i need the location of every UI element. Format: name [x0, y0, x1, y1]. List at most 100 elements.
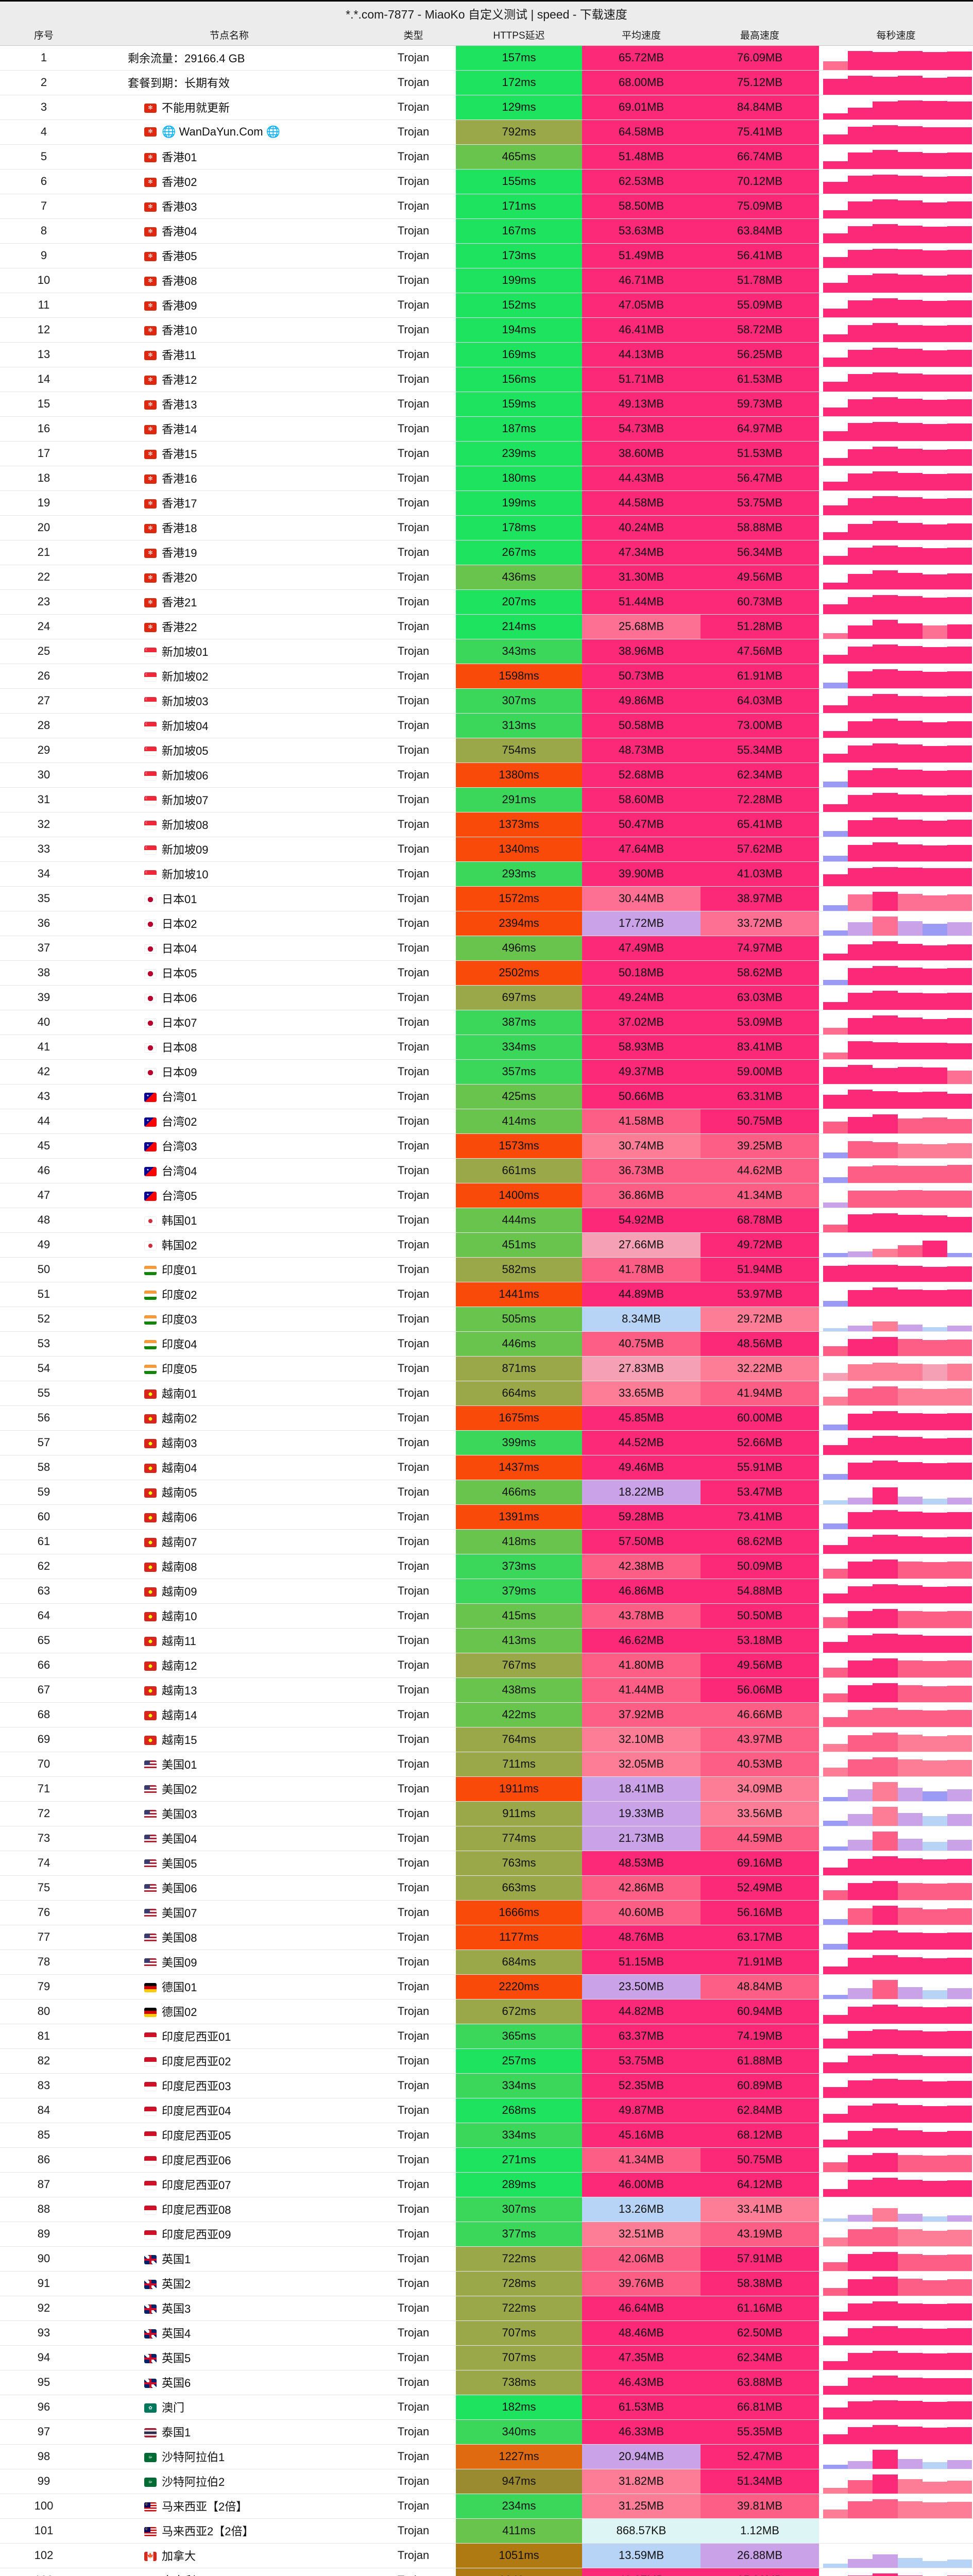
table-row[interactable]: 2 套餐到期：长期有效 Trojan 172ms 68.00MB 75.12MB [0, 70, 973, 95]
table-row[interactable]: 69 越南15 Trojan 764ms 32.10MB 43.97MB [0, 1727, 973, 1752]
table-row[interactable]: 93 英国4 Trojan 707ms 48.46MB 62.50MB [0, 2320, 973, 2346]
table-row[interactable]: 27 ☾ 新加坡03 Trojan 307ms 49.86MB 64.03MB [0, 688, 973, 714]
table-row[interactable]: 98 ﷻ 沙特阿拉伯1 Trojan 1227ms 20.94MB 52.47MB [0, 2444, 973, 2469]
table-row[interactable]: 102 🍁 加拿大 Trojan 1051ms 13.59MB 26.88MB [0, 2543, 973, 2568]
table-row[interactable]: 14 ✻ 香港12 Trojan 156ms 51.71MB 61.53MB [0, 367, 973, 392]
table-row[interactable]: 7 ✻ 香港03 Trojan 171ms 58.50MB 75.09MB [0, 194, 973, 219]
table-row[interactable]: 13 ✻ 香港11 Trojan 169ms 44.13MB 56.25MB [0, 342, 973, 367]
table-row[interactable]: 17 ✻ 香港15 Trojan 239ms 38.60MB 51.53MB [0, 441, 973, 466]
table-row[interactable]: 75 美国06 Trojan 663ms 42.86MB 52.49MB [0, 1875, 973, 1901]
table-row[interactable]: 61 越南07 Trojan 418ms 57.50MB 68.62MB [0, 1529, 973, 1554]
table-row[interactable]: 43 ✦ 台湾01 Trojan 425ms 50.66MB 63.31MB [0, 1084, 973, 1109]
table-row[interactable]: 12 ✻ 香港10 Trojan 194ms 46.41MB 58.72MB [0, 317, 973, 343]
table-row[interactable]: 67 越南13 Trojan 438ms 41.44MB 56.06MB [0, 1677, 973, 1703]
table-row[interactable]: 37 日本04 Trojan 496ms 47.49MB 74.97MB [0, 936, 973, 961]
table-row[interactable]: 63 越南09 Trojan 379ms 46.86MB 54.88MB [0, 1579, 973, 1604]
table-row[interactable]: 59 越南05 Trojan 466ms 18.22MB 53.47MB [0, 1480, 973, 1505]
table-row[interactable]: 71 美国02 Trojan 1911ms 18.41MB 34.09MB [0, 1776, 973, 1802]
table-row[interactable]: 76 美国07 Trojan 1666ms 40.60MB 56.16MB [0, 1900, 973, 1925]
table-row[interactable]: 92 英国3 Trojan 722ms 46.64MB 61.16MB [0, 2296, 973, 2321]
table-row[interactable]: 87 印度尼西亚07 Trojan 289ms 46.00MB 64.12MB [0, 2172, 973, 2197]
table-row[interactable]: 22 ✻ 香港20 Trojan 436ms 31.30MB 49.56MB [0, 565, 973, 590]
table-row[interactable]: 32 ☾ 新加坡08 Trojan 1373ms 50.47MB 65.41MB [0, 812, 973, 837]
table-row[interactable]: 28 ☾ 新加坡04 Trojan 313ms 50.58MB 73.00MB [0, 713, 973, 738]
table-row[interactable]: 100 ☪ 马来西亚【2倍】 Trojan 234ms 31.25MB 39.81MB [0, 2494, 973, 2519]
table-row[interactable]: 49 韩国02 Trojan 451ms 27.66MB 49.72MB [0, 1232, 973, 1258]
table-row[interactable]: 3 ✻ 不能用就更新 Trojan 129ms 69.01MB 84.84MB [0, 95, 973, 120]
table-row[interactable]: 90 英国1 Trojan 722ms 42.06MB 57.91MB [0, 2246, 973, 2272]
table-row[interactable]: 94 英国5 Trojan 707ms 47.35MB 62.34MB [0, 2345, 973, 2370]
table-row[interactable]: 44 ✦ 台湾02 Trojan 414ms 41.58MB 50.75MB [0, 1109, 973, 1134]
table-row[interactable]: 18 ✻ 香港16 Trojan 180ms 44.43MB 56.47MB [0, 466, 973, 491]
table-row[interactable]: 45 ✦ 台湾03 Trojan 1573ms 30.74MB 39.25MB [0, 1133, 973, 1159]
table-row[interactable]: 25 ☾ 新加坡01 Trojan 343ms 38.96MB 47.56MB [0, 639, 973, 664]
table-row[interactable]: 70 美国01 Trojan 711ms 32.05MB 40.53MB [0, 1752, 973, 1777]
table-row[interactable]: 48 韩国01 Trojan 444ms 54.92MB 68.78MB [0, 1208, 973, 1233]
table-row[interactable]: 8 ✻ 香港04 Trojan 167ms 53.63MB 63.84MB [0, 218, 973, 244]
table-row[interactable]: 29 ☾ 新加坡05 Trojan 754ms 48.73MB 55.34MB [0, 738, 973, 763]
table-row[interactable]: 64 越南10 Trojan 415ms 43.78MB 50.50MB [0, 1603, 973, 1629]
table-row[interactable]: 65 越南11 Trojan 413ms 46.62MB 53.18MB [0, 1628, 973, 1653]
table-row[interactable]: 30 ☾ 新加坡06 Trojan 1380ms 52.68MB 62.34MB [0, 762, 973, 788]
table-row[interactable]: 40 日本07 Trojan 387ms 37.02MB 53.09MB [0, 1010, 973, 1035]
table-row[interactable]: 77 美国08 Trojan 1177ms 48.76MB 63.17MB [0, 1925, 973, 1950]
table-row[interactable]: 66 越南12 Trojan 767ms 41.80MB 49.56MB [0, 1653, 973, 1678]
table-row[interactable]: 72 美国03 Trojan 911ms 19.33MB 33.56MB [0, 1801, 973, 1826]
table-row[interactable]: 41 日本08 Trojan 334ms 58.93MB 83.41MB [0, 1035, 973, 1060]
table-row[interactable]: 86 印度尼西亚06 Trojan 271ms 41.34MB 50.75MB [0, 2147, 973, 2173]
table-row[interactable]: 1 剩余流量：29166.4 GB Trojan 157ms 65.72MB 76.09M… [0, 45, 973, 71]
table-row[interactable]: 88 印度尼西亚08 Trojan 307ms 13.26MB 33.41MB [0, 2197, 973, 2222]
table-row[interactable]: 56 越南02 Trojan 1675ms 45.85MB 60.00MB [0, 1405, 973, 1431]
table-row[interactable]: 99 ﷻ 沙特阿拉伯2 Trojan 947ms 31.82MB 51.34MB [0, 2469, 973, 2494]
table-row[interactable]: 101 ☪ 马来西亚2【2倍】 Trojan 411ms 868.57KB 1.12MB [0, 2518, 973, 2544]
table-row[interactable]: 38 日本05 Trojan 2502ms 50.18MB 58.62MB [0, 960, 973, 986]
table-row[interactable]: 57 越南03 Trojan 399ms 44.52MB 52.66MB [0, 1430, 973, 1455]
table-row[interactable]: 60 越南06 Trojan 1391ms 59.28MB 73.41MB [0, 1504, 973, 1530]
table-row[interactable]: 52 印度03 Trojan 505ms 8.34MB 29.72MB [0, 1307, 973, 1332]
table-row[interactable]: 20 ✻ 香港18 Trojan 178ms 40.24MB 58.88MB [0, 515, 973, 540]
table-row[interactable]: 34 ☾ 新加坡10 Trojan 293ms 39.90MB 41.03MB [0, 861, 973, 887]
table-row[interactable]: 81 印度尼西亚01 Trojan 365ms 63.37MB 74.19MB [0, 2024, 973, 2049]
table-row[interactable]: 91 英国2 Trojan 728ms 39.76MB 58.38MB [0, 2271, 973, 2296]
table-row[interactable]: 19 ✻ 香港17 Trojan 199ms 44.58MB 53.75MB [0, 490, 973, 516]
table-row[interactable]: 55 越南01 Trojan 664ms 33.65MB 41.94MB [0, 1381, 973, 1406]
table-row[interactable]: 62 越南08 Trojan 373ms 42.38MB 50.09MB [0, 1554, 973, 1579]
table-row[interactable]: 42 日本09 Trojan 357ms 49.37MB 59.00MB [0, 1059, 973, 1084]
table-row[interactable]: 85 印度尼西亚05 Trojan 334ms 45.16MB 68.12MB [0, 2123, 973, 2148]
table-row[interactable]: 103意大利Trojan1043ms49.37MB65.88MB [0, 2568, 973, 2576]
table-row[interactable]: 89 印度尼西亚09 Trojan 377ms 32.51MB 43.19MB [0, 2222, 973, 2247]
table-row[interactable]: 82 印度尼西亚02 Trojan 257ms 53.75MB 61.88MB [0, 2048, 973, 2074]
table-row[interactable]: 4 ✻ 🌐 WanDaYun.Com 🌐 Trojan 792ms 64.58MB 75.4… [0, 120, 973, 145]
table-row[interactable]: 16 ✻ 香港14 Trojan 187ms 54.73MB 64.97MB [0, 416, 973, 442]
table-row[interactable]: 33 ☾ 新加坡09 Trojan 1340ms 47.64MB 57.62MB [0, 837, 973, 862]
table-row[interactable]: 6 ✻ 香港02 Trojan 155ms 62.53MB 70.12MB [0, 169, 973, 194]
table-row[interactable]: 46 ✦ 台湾04 Trojan 661ms 36.73MB 44.62MB [0, 1158, 973, 1183]
table-row[interactable]: 47 ✦ 台湾05 Trojan 1400ms 36.86MB 41.34MB [0, 1183, 973, 1208]
table-row[interactable]: 9 ✻ 香港05 Trojan 173ms 51.49MB 56.41MB [0, 243, 973, 268]
table-row[interactable]: 24 ✻ 香港22 Trojan 214ms 25.68MB 51.28MB [0, 614, 973, 639]
table-row[interactable]: 15 ✻ 香港13 Trojan 159ms 49.13MB 59.73MB [0, 392, 973, 417]
table-row[interactable]: 73 美国04 Trojan 774ms 21.73MB 44.59MB [0, 1826, 973, 1851]
table-row[interactable]: 10 ✻ 香港08 Trojan 199ms 46.71MB 51.78MB [0, 268, 973, 293]
table-row[interactable]: 84 印度尼西亚04 Trojan 268ms 49.87MB 62.84MB [0, 2098, 973, 2123]
table-row[interactable]: 26 ☾ 新加坡02 Trojan 1598ms 50.73MB 61.91MB [0, 664, 973, 689]
table-row[interactable]: 79 德国01 Trojan 2220ms 23.50MB 48.84MB [0, 1974, 973, 1999]
table-row[interactable]: 31 ☾ 新加坡07 Trojan 291ms 58.60MB 72.28MB [0, 787, 973, 812]
table-row[interactable]: 36 日本02 Trojan 2394ms 17.72MB 33.72MB [0, 911, 973, 936]
table-row[interactable]: 39 日本06 Trojan 697ms 49.24MB 63.03MB [0, 985, 973, 1010]
table-row[interactable]: 54 印度05 Trojan 871ms 27.83MB 32.22MB [0, 1356, 973, 1381]
table-row[interactable]: 96 ✿ 澳门 Trojan 182ms 61.53MB 66.81MB [0, 2395, 973, 2420]
table-row[interactable]: 50 印度01 Trojan 582ms 41.78MB 51.94MB [0, 1257, 973, 1282]
table-row[interactable]: 35 日本01 Trojan 1572ms 30.44MB 38.97MB [0, 886, 973, 911]
table-row[interactable]: 51 印度02 Trojan 1441ms 44.89MB 53.97MB [0, 1282, 973, 1307]
table-row[interactable]: 95 英国6 Trojan 738ms 46.43MB 63.88MB [0, 2370, 973, 2395]
table-row[interactable]: 11 ✻ 香港09 Trojan 152ms 47.05MB 55.09MB [0, 293, 973, 318]
table-row[interactable]: 78 美国09 Trojan 684ms 51.15MB 71.91MB [0, 1950, 973, 1975]
table-row[interactable]: 5 ✻ 香港01 Trojan 465ms 51.48MB 66.74MB [0, 144, 973, 170]
table-row[interactable]: 23 ✻ 香港21 Trojan 207ms 51.44MB 60.73MB [0, 589, 973, 615]
table-row[interactable]: 97 泰国1 Trojan 340ms 46.33MB 55.35MB [0, 2419, 973, 2445]
table-row[interactable]: 83 印度尼西亚03 Trojan 334ms 52.35MB 60.89MB [0, 2073, 973, 2098]
table-row[interactable]: 58 越南04 Trojan 1437ms 49.46MB 55.91MB [0, 1455, 973, 1480]
table-row[interactable]: 53 印度04 Trojan 446ms 40.75MB 48.56MB [0, 1331, 973, 1357]
table-row[interactable]: 80 德国02 Trojan 672ms 44.82MB 60.94MB [0, 1999, 973, 2024]
